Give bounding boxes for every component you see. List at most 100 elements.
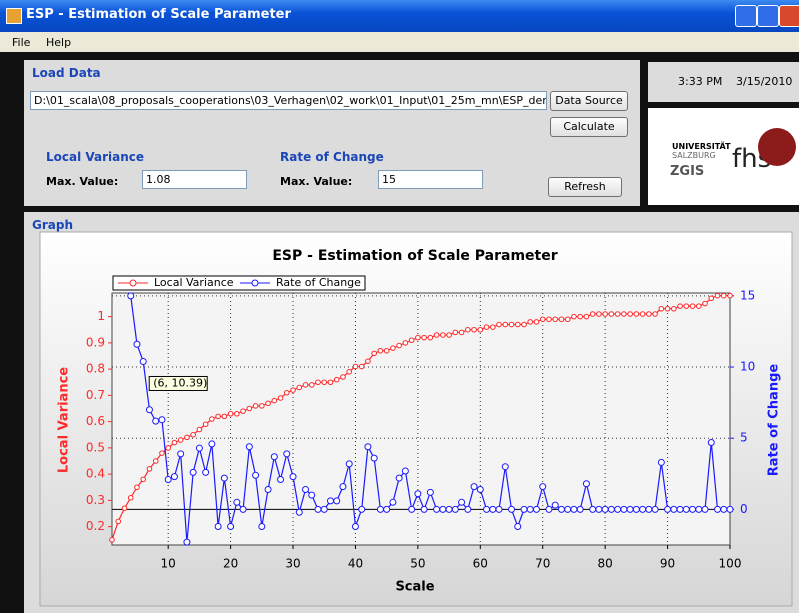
data-point [627, 506, 633, 512]
data-point [640, 506, 646, 512]
data-point [365, 444, 371, 450]
data-point [678, 304, 683, 309]
data-point [322, 380, 327, 385]
data-point [371, 455, 377, 461]
y2-tick-label: 5 [740, 431, 748, 445]
data-point [553, 317, 558, 322]
data-point [471, 484, 477, 490]
data-point [421, 506, 427, 512]
data-point [266, 401, 271, 406]
data-point [246, 444, 252, 450]
data-point [384, 348, 389, 353]
data-point [210, 417, 215, 422]
data-point [696, 304, 701, 309]
data-point [708, 439, 714, 445]
data-point [484, 506, 490, 512]
data-point [316, 380, 321, 385]
data-point [658, 459, 664, 465]
data-point [634, 312, 639, 317]
data-point [228, 411, 233, 416]
data-point [221, 475, 227, 481]
data-point [447, 333, 452, 338]
data-point [340, 484, 346, 490]
data-point [384, 506, 390, 512]
data-point [602, 506, 608, 512]
app-window: ESP - Estimation of Scale Parameter File… [0, 0, 799, 613]
data-point [521, 506, 527, 512]
legend-marker [130, 280, 136, 286]
data-point [253, 404, 258, 409]
data-point [234, 499, 240, 505]
y-tick-label: 0.3 [86, 493, 105, 507]
data-point [296, 509, 302, 515]
data-point [590, 506, 596, 512]
x-tick-label: 20 [223, 557, 238, 571]
data-point [727, 506, 733, 512]
data-point [315, 506, 321, 512]
data-point [216, 414, 221, 419]
data-point [621, 506, 627, 512]
x-tick-label: 50 [410, 557, 425, 571]
data-point [402, 468, 408, 474]
data-point [672, 306, 677, 311]
data-point [547, 317, 552, 322]
data-point [572, 314, 577, 319]
data-point [709, 296, 714, 301]
x-tick-label: 10 [161, 557, 176, 571]
data-point [303, 486, 309, 492]
data-point [534, 320, 539, 325]
data-point [515, 322, 520, 327]
data-point [241, 409, 246, 414]
data-point [459, 499, 465, 505]
data-point [578, 314, 583, 319]
y-tick-label: 0.8 [86, 362, 105, 376]
data-point [378, 348, 383, 353]
data-point [184, 539, 190, 545]
data-point [334, 377, 339, 382]
data-point [291, 388, 296, 393]
data-point [390, 499, 396, 505]
legend-marker [252, 280, 258, 286]
y-tick-label: 0.7 [86, 388, 105, 402]
data-point [497, 322, 502, 327]
data-point [509, 506, 515, 512]
data-point [702, 506, 708, 512]
data-point [278, 396, 283, 401]
data-point [191, 432, 196, 437]
x-tick-label: 60 [473, 557, 488, 571]
data-point [284, 390, 289, 395]
data-point [502, 464, 508, 470]
data-point [715, 506, 721, 512]
data-point [646, 506, 652, 512]
data-point [309, 383, 314, 388]
data-point [272, 398, 277, 403]
x-tick-label: 100 [719, 557, 742, 571]
data-point [178, 438, 183, 443]
data-point [571, 506, 577, 512]
data-point [141, 477, 146, 482]
data-point [260, 404, 265, 409]
data-point [715, 293, 720, 298]
data-point [453, 330, 458, 335]
data-point [465, 506, 471, 512]
data-point [671, 506, 677, 512]
data-point [434, 506, 440, 512]
data-point [528, 320, 533, 325]
data-point [422, 335, 427, 340]
data-point [496, 506, 502, 512]
data-point [552, 502, 558, 508]
data-point [427, 489, 433, 495]
data-point [403, 341, 408, 346]
data-point [353, 364, 358, 369]
data-point [146, 407, 152, 413]
y-tick-label: 0.9 [86, 335, 105, 349]
y-tick-label: 0.4 [86, 467, 105, 481]
data-point [565, 506, 571, 512]
data-point [540, 317, 545, 322]
data-point [359, 506, 365, 512]
data-point [603, 312, 608, 317]
data-point [515, 523, 521, 529]
data-point [196, 445, 202, 451]
data-point [565, 317, 570, 322]
chart-title: ESP - Estimation of Scale Parameter [272, 248, 557, 264]
